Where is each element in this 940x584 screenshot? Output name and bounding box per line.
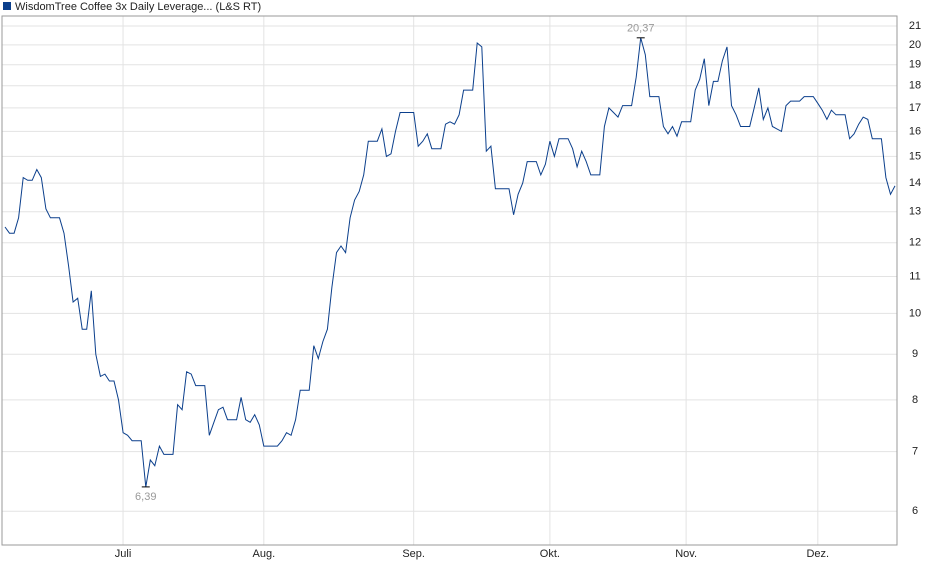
x-tick-label: Nov. [675,548,697,560]
price-line [4,37,896,487]
legend-label: WisdomTree Coffee 3x Daily Leverage... (… [15,1,261,13]
y-tick-label: 9 [912,348,918,360]
x-tick-label: Sep. [402,548,425,560]
y-tick-label: 11 [909,270,920,282]
y-tick-label: 20 [909,39,921,51]
x-tick-label: Okt. [540,548,560,560]
y-tick-label: 10 [909,307,921,319]
y-tick-label: 21 [909,20,921,32]
x-tick-label: Juli [115,548,132,560]
y-tick-label: 12 [909,237,921,249]
y-tick-label: 17 [909,102,921,114]
y-tick-label: 18 [909,80,921,92]
legend-swatch [3,2,11,10]
y-tick-label: 19 [909,59,921,71]
y-tick-label: 8 [912,394,918,406]
y-tick-label: 16 [909,125,921,137]
y-tick-label: 6 [912,505,918,517]
y-tick-label: 14 [909,177,921,189]
y-tick-label: 7 [912,445,918,457]
y-tick-label: 13 [909,206,921,218]
extreme-label: 20,37 [627,23,655,35]
x-tick-label: Dez. [806,548,829,560]
y-tick-label: 15 [909,150,921,162]
x-tick-label: Aug. [253,548,276,560]
extreme-label: 6,39 [135,491,156,503]
plot-frame [1,15,898,546]
